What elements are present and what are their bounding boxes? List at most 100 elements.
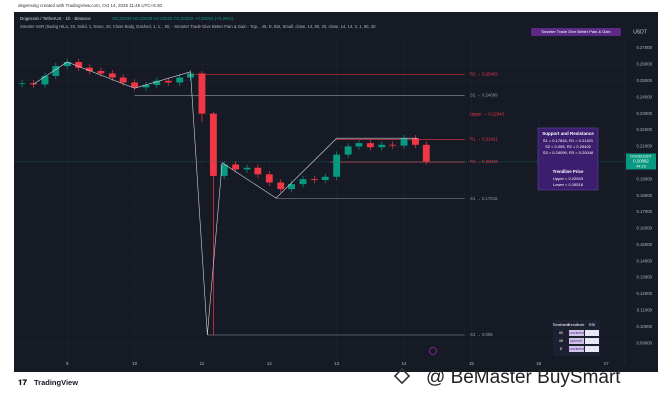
candle-body: [412, 138, 419, 145]
y-tick-label: 0.27000: [636, 45, 652, 50]
candle-body: [75, 61, 83, 68]
candle-body: [333, 154, 341, 177]
level-label: S2 → 0.24099: [470, 93, 498, 98]
candle-body: [254, 167, 262, 175]
table-cell-text: 60: [559, 331, 563, 335]
watermark-icon: [393, 367, 411, 385]
candle-body: [176, 77, 184, 83]
info-trend-line: Lower = 0.19518: [553, 182, 584, 187]
x-tick-label: 11: [200, 361, 205, 366]
candle-body: [400, 138, 408, 146]
x-tick-label: 17: [604, 361, 610, 366]
candle-body: [164, 80, 172, 83]
y-tick-label: 0.21000: [636, 144, 652, 149]
x-tick-label: 15: [469, 361, 475, 366]
candle-body: [198, 73, 206, 114]
countdown: 44:23: [636, 164, 646, 168]
candle-body: [389, 144, 397, 146]
indicator-text: Smarter SnR (Swing HiLo, 20, Solid, 1, N…: [20, 24, 376, 29]
level-label: R1 → 0.21421: [470, 137, 498, 142]
candle-body: [108, 73, 116, 78]
candle-body: [18, 83, 26, 85]
watermark-diamond: [393, 367, 411, 385]
info-box: [537, 127, 599, 191]
symbol-title: Dogecoin / TetherUS · 1h · Binance: [20, 16, 91, 21]
y-tick-label: 0.12000: [636, 291, 652, 296]
y-tick-label: 0.24000: [636, 94, 652, 99]
x-tick-label: 12: [267, 361, 273, 366]
table-cell: [569, 330, 584, 336]
candle-body: [153, 80, 161, 85]
table-header: RSI: [589, 323, 595, 327]
last-price-symbol: DOGEUSDT: [630, 154, 652, 158]
x-tick-label: 14: [402, 361, 408, 366]
candle-body: [131, 82, 139, 88]
candle-body: [355, 143, 363, 147]
y-tick-label: 0.14000: [636, 258, 652, 263]
candle-body: [243, 167, 251, 170]
table-cell: [569, 338, 584, 344]
info-subtitle: Trendline Price: [553, 169, 584, 174]
candle-body: [366, 143, 374, 148]
credit: degensing created with TradingView.com, …: [18, 3, 163, 8]
y-tick-label: 0.19000: [636, 176, 652, 181]
y-tick-label: 0.15000: [636, 242, 652, 247]
candle-body: [299, 179, 307, 185]
candle-body: [63, 61, 71, 67]
y-tick-label: 0.23000: [636, 111, 652, 116]
y-tick-label: 0.09000: [636, 340, 652, 345]
plot: 0.27000 0.26000 0.25000 0.24000 0.23000 0.220…: [14, 40, 656, 366]
x-tick-label: 16: [536, 361, 542, 366]
candle-body: [86, 67, 93, 71]
y-tick-label: 0.22000: [636, 127, 652, 132]
candle-body: [344, 146, 352, 155]
table-cell: [585, 330, 599, 336]
x-tick-label: 10: [132, 361, 138, 366]
level-label: Upper → 0.22943: [470, 112, 505, 117]
info-line: S3 = 0.24099, R3 = 0.20048: [543, 150, 594, 155]
candle-body: [378, 144, 386, 148]
y-tick-label: 0.26000: [636, 62, 652, 67]
watermark: @ BeMaster BuySmart: [426, 367, 621, 388]
table-cell-text: Uptrend: [570, 339, 582, 343]
candle-body: [142, 84, 150, 88]
candle-body: [52, 66, 60, 76]
y-tick-label: 0.17000: [636, 209, 652, 214]
overlay: Support and Resistance S1 = 0.17816, R1 =…: [429, 127, 600, 356]
candle-body: [220, 164, 228, 176]
table-cell: [569, 346, 584, 352]
level-label: S3 → 0.095: [470, 332, 493, 337]
clock-icon: [429, 347, 437, 355]
table-cell: [585, 346, 599, 352]
last-price-label: 0.20082: [633, 159, 649, 164]
candle-body: [321, 176, 329, 181]
footer-logo-mark: 𝟏𝟕: [18, 378, 27, 387]
candle-body: [311, 179, 318, 181]
last-price-box: [626, 153, 656, 170]
x-tick-label: 9: [66, 361, 69, 366]
table-header: Trendlinetr: [567, 323, 585, 327]
chart-area: [14, 12, 658, 372]
level-label: R2 → 0.25402: [470, 71, 498, 76]
info-title: Support and Resistance: [542, 131, 594, 136]
y-tick-label: 0.16000: [636, 226, 652, 231]
candle-body: [232, 164, 240, 170]
candle-body: [41, 75, 49, 85]
y-tick-label: 0.13000: [636, 275, 652, 280]
y-tick-label: 0.25000: [636, 78, 652, 83]
table-cell-text: Downtrend: [568, 347, 585, 351]
table-cell: [585, 338, 599, 344]
table-cell-text: Downtrend: [568, 331, 585, 335]
candle-body: [119, 77, 127, 83]
y-tick-label: 0.11000: [637, 308, 653, 313]
candle-body: [97, 70, 105, 74]
info-line: S1 = 0.17816, R1 = 0.21421: [543, 138, 594, 143]
badge-text: Smarter Trade Give Better Pain & Gain: [541, 29, 610, 34]
candle-body: [209, 113, 217, 176]
candle-body: [288, 184, 295, 190]
y-tick-label: 0.18000: [636, 193, 652, 198]
candle-body: [277, 182, 285, 190]
candle-body: [265, 174, 273, 183]
